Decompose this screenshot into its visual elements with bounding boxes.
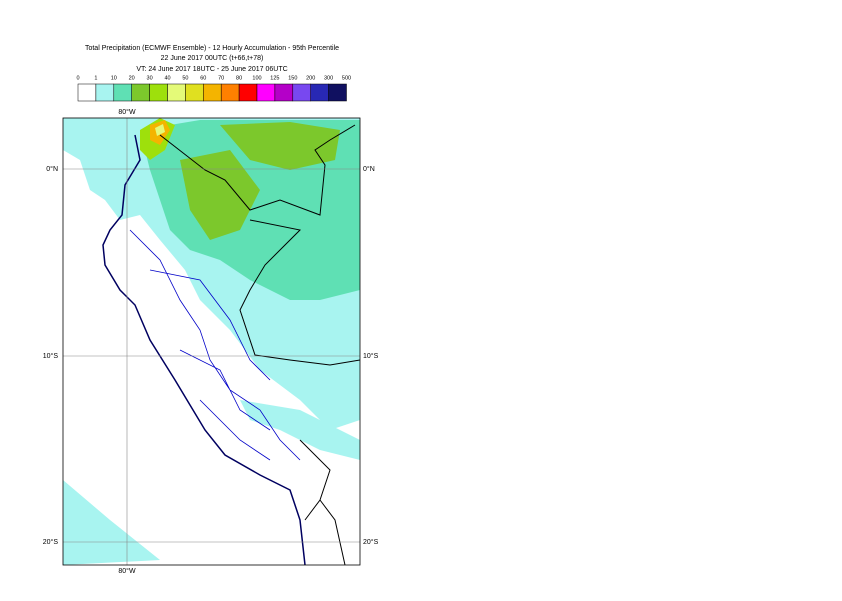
coastline — [102, 134, 306, 565]
lat-label: 20°S — [363, 538, 379, 546]
precip-area — [180, 150, 260, 240]
legend-label: 70 — [218, 75, 224, 81]
legend-swatch — [238, 83, 258, 102]
legend-swatch — [328, 83, 347, 102]
legend-label: 60 — [200, 75, 206, 81]
legend-label: 300 — [324, 75, 333, 81]
legend-swatch — [95, 83, 115, 102]
lat-label: 10°S — [363, 352, 379, 360]
legend-label: 150 — [288, 75, 297, 81]
border — [159, 124, 360, 565]
legend-label: 0 — [76, 75, 79, 81]
legend-swatch — [149, 83, 168, 102]
region-border — [129, 229, 301, 461]
legend-swatch — [185, 83, 204, 102]
legend-label: 200 — [306, 75, 315, 81]
legend-label: 10 — [111, 75, 117, 81]
legend-swatch — [131, 83, 150, 102]
legend-label: 40 — [164, 75, 170, 81]
legend-label: 50 — [182, 75, 188, 81]
lat-label: 0°N — [363, 165, 375, 173]
lat-label: 0°N — [46, 165, 58, 173]
precip-area — [155, 124, 165, 136]
legend-swatch — [220, 83, 240, 102]
legend-label: 125 — [270, 75, 279, 81]
legend-label: 100 — [252, 75, 261, 81]
title-line: Total Precipitation (ECMWF Ensemble) - 1… — [85, 45, 339, 52]
legend-swatch — [77, 83, 97, 102]
title-line: VT: 24 June 2017 18UTC - 25 June 2017 06… — [136, 66, 287, 73]
legend-swatch — [203, 83, 222, 102]
lat-label: 10°S — [43, 352, 59, 360]
legend-swatch — [256, 83, 276, 102]
legend-label: 20 — [129, 75, 135, 81]
legend-swatch — [167, 83, 186, 102]
legend-label: 1 — [94, 75, 97, 81]
lon-label: 80°W — [118, 108, 136, 116]
legend-swatch — [292, 83, 311, 102]
lon-label: 80°W — [118, 567, 136, 575]
precip-area — [220, 122, 340, 170]
lat-label: 20°S — [43, 538, 59, 546]
precip-area — [240, 400, 360, 460]
map-frame — [62, 117, 361, 566]
color-legend: 0 1 10 20 30 40 50 60 70 80 100 125 150 200 300 500 — [76, 75, 351, 102]
legend-label: 500 — [342, 75, 351, 81]
legend-swatch — [274, 83, 294, 102]
precip-area — [63, 480, 160, 565]
legend-label: 80 — [236, 75, 242, 81]
legend-label: 30 — [147, 75, 153, 81]
title-line: 22 June 2017 00UTC (t+66,t+78) — [161, 55, 264, 62]
map — [63, 118, 360, 565]
legend-swatch — [113, 83, 132, 102]
legend-swatch — [310, 83, 329, 102]
